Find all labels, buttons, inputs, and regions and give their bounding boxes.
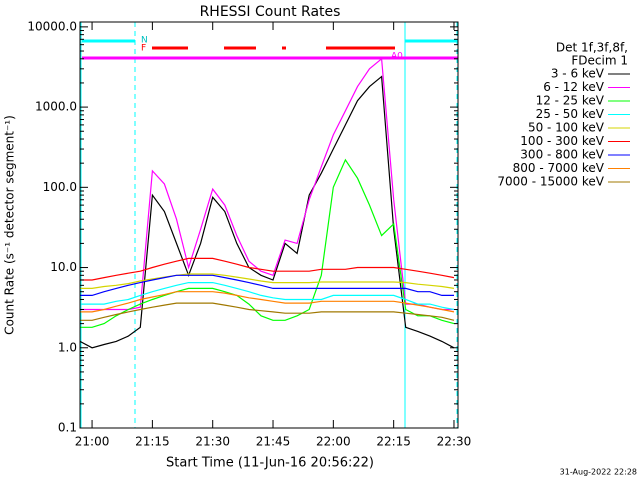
legend-title: FDecim 1 [571, 54, 628, 68]
x-tick-label: 22:30 [437, 435, 472, 449]
legend-label: 6 - 12 keV [543, 80, 605, 94]
y-tick-label: 1.0 [58, 340, 77, 354]
chart-title: RHESSI Count Rates [200, 4, 341, 20]
plot-frame [79, 21, 459, 429]
series-line [80, 274, 454, 296]
series-line [80, 57, 454, 311]
flag-label: A0 [391, 52, 403, 62]
y-tick-label: 10000.0 [27, 19, 77, 33]
series-line [80, 282, 455, 311]
legend-title: Det 1f,3f,8f, [556, 41, 628, 55]
y-tick-label: 1000.0 [35, 100, 77, 114]
x-tick-label: 21:00 [75, 435, 110, 449]
legend-label: 25 - 50 keV [536, 107, 605, 121]
legend-label: 7000 - 15000 keV [497, 175, 604, 189]
y-tick-label: 100.0 [43, 180, 77, 194]
series-line [79, 75, 455, 349]
series-line [80, 302, 455, 321]
x-tick-label: 21:45 [256, 435, 291, 449]
y-axis-label: Count Rate (s⁻¹ detector segment⁻¹) [3, 115, 17, 335]
series-line [80, 291, 455, 313]
flag-label: F [141, 44, 146, 54]
x-tick-label: 21:15 [135, 435, 170, 449]
flag-label: N [141, 36, 148, 46]
series-line [80, 158, 455, 328]
x-tick-label: 22:00 [316, 435, 351, 449]
legend-label: 50 - 100 keV [528, 121, 605, 135]
y-tick-label: 10.0 [50, 260, 77, 274]
series-line [80, 273, 455, 289]
legend-label: 100 - 300 keV [520, 134, 604, 148]
series-line [80, 257, 455, 281]
legend-label: 3 - 6 keV [551, 67, 605, 81]
x-tick-label: 21:30 [195, 435, 230, 449]
legend-label: 300 - 800 keV [520, 148, 604, 162]
x-tick-label: 22:15 [376, 435, 411, 449]
footer: 31-Aug-2022 22:28 [560, 468, 637, 477]
legend-label: 800 - 7000 keV [513, 161, 605, 175]
y-tick-label: 0.1 [58, 421, 77, 435]
legend-label: 12 - 25 keV [536, 94, 605, 108]
x-axis-label: Start Time (11-Jun-16 20:56:22) [166, 456, 374, 471]
